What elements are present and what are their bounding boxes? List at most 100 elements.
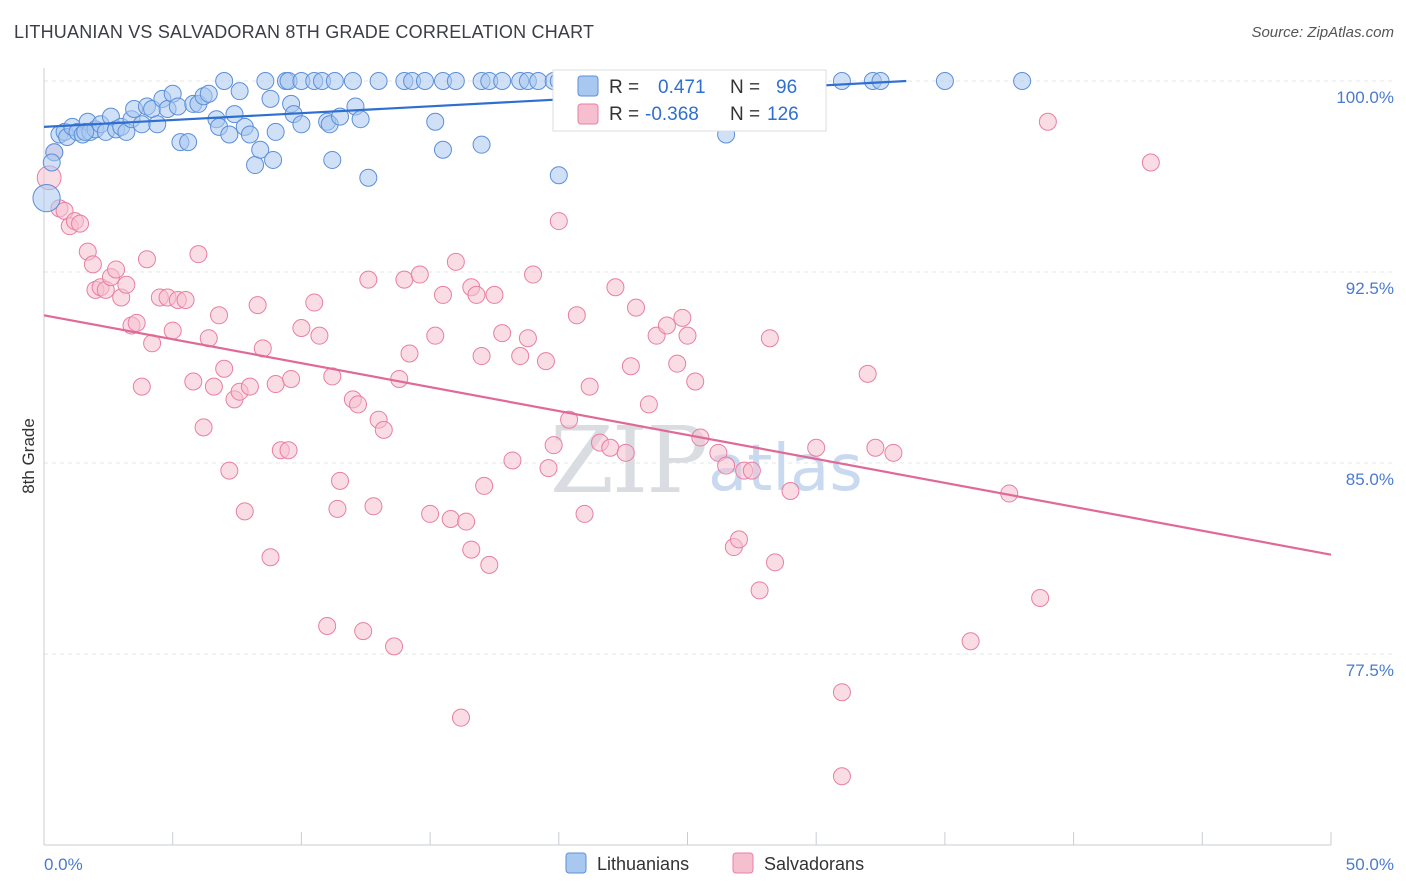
salvadorans-point (292, 319, 311, 338)
legend-n-label-1: N = (730, 77, 760, 98)
salvadorans-point (549, 212, 568, 231)
y-axis-label: 8th Grade (19, 418, 38, 494)
salvadorans-point (132, 377, 151, 396)
salvadorans-point (279, 441, 298, 460)
y-tick-label: 92.5% (1346, 279, 1394, 298)
salvadorans-point (421, 504, 440, 523)
salvadorans-point (493, 324, 512, 343)
salvadorans-point (616, 443, 635, 462)
lithuanians-point (359, 168, 378, 187)
salvadorans-point (832, 767, 851, 786)
legend-r-value-1: 0.471 (658, 77, 706, 98)
y-tick-label: 85.0% (1346, 470, 1394, 489)
salvadorans-point (248, 296, 267, 315)
lithuanians-point (246, 156, 265, 175)
lithuanians-point (433, 140, 452, 159)
salvadorans-point (462, 540, 481, 559)
salvadorans-point (457, 512, 476, 531)
lithuanians-point (76, 122, 95, 141)
lithuanians-point (220, 125, 239, 144)
source-label: Source: ZipAtlas.com (1251, 24, 1394, 41)
salvadorans-point (580, 377, 599, 396)
legend-r-label-2: R = (609, 104, 639, 125)
lithuanians-points (32, 72, 1032, 213)
salvadorans-point (760, 329, 779, 348)
x-tick-label-max: 50.0% (1346, 855, 1394, 874)
salvadorans-point (410, 265, 429, 284)
salvadorans-point (349, 395, 368, 414)
salvadorans-point (71, 214, 90, 233)
salvadorans-point (807, 438, 826, 457)
salvadorans-point (472, 347, 491, 366)
salvadorans-point (832, 683, 851, 702)
salvadorans-point (750, 581, 769, 600)
salvadorans-point (137, 250, 156, 269)
legend-n-value-1: 96 (776, 77, 797, 98)
x-tick-label-min: 0.0% (44, 855, 83, 874)
salvadorans-point (215, 359, 234, 378)
salvadorans-point (374, 420, 393, 439)
salvadorans-point (189, 245, 208, 264)
legend-r-label-1: R = (609, 77, 639, 98)
salvadorans-point (961, 632, 980, 651)
salvadorans-point (560, 410, 579, 429)
salvadorans-points (36, 112, 1160, 786)
y-tick-labels: 100.0% 92.5% 85.0% 77.5% (1336, 88, 1394, 680)
salvadorans-point (480, 555, 499, 574)
lithuanians-point (179, 133, 198, 152)
salvadorans-point (117, 275, 136, 294)
legend-n-value-2: 126 (767, 104, 799, 125)
lithuanians-point (256, 72, 275, 90)
lithuanians-point (266, 122, 285, 141)
salvadorans-point (441, 510, 460, 529)
salvadorans-trend-line (43, 314, 1332, 556)
salvadorans-point (503, 451, 522, 470)
salvadorans-point (282, 369, 301, 388)
lithuanians-point (132, 115, 151, 134)
salvadorans-point (305, 293, 324, 312)
salvadorans-point (385, 637, 404, 656)
salvadorans-point (318, 616, 337, 635)
salvadorans-point (328, 499, 347, 518)
lithuanians-point (549, 166, 568, 185)
watermark: ZIP atlas (550, 407, 863, 514)
salvadorans-point (657, 316, 676, 335)
bottom-legend-label-salvadorans: Salvadorans (764, 854, 864, 874)
salvadorans-point (390, 369, 409, 388)
salvadorans-point (627, 298, 646, 317)
lithuanians-point (264, 150, 283, 169)
x-ticks (43, 832, 1332, 845)
lithuanians-point (472, 135, 491, 154)
salvadorans-point (176, 291, 195, 310)
salvadorans-point (524, 265, 543, 284)
lithuanians-point (369, 72, 388, 90)
salvadorans-point (451, 708, 470, 727)
lithuanians-point (446, 72, 465, 90)
salvadorans-point (678, 326, 697, 345)
salvadorans-point (866, 438, 885, 457)
lithuanians-point (168, 97, 187, 116)
lithuanians-point (1013, 72, 1032, 90)
lithuanians-point (225, 105, 244, 124)
salvadorans-point (359, 270, 378, 289)
lithuanians-point (215, 72, 234, 90)
salvadorans-point (518, 329, 537, 348)
lithuanians-point (529, 72, 548, 90)
salvadorans-point (601, 438, 620, 457)
salvadorans-point (475, 476, 494, 495)
stats-legend: R = 0.471 N = 96 R = -0.368 N = 126 (552, 69, 827, 132)
bottom-legend-label-lithuanians: Lithuanians (597, 854, 689, 874)
lithuanians-point (325, 72, 344, 90)
chart-title: LITHUANIAN VS SALVADORAN 8TH GRADE CORRE… (14, 22, 595, 42)
salvadorans-point (1141, 153, 1160, 172)
salvadorans-point (1031, 588, 1050, 607)
salvadorans-point (686, 372, 705, 391)
salvadorans-point (858, 364, 877, 383)
lithuanians-point (426, 112, 445, 131)
lithuanians-point (148, 115, 167, 134)
salvadorans-point (766, 553, 785, 572)
salvadorans-point (107, 260, 126, 279)
salvadorans-point (673, 308, 692, 327)
y-tick-label: 77.5% (1346, 661, 1394, 680)
